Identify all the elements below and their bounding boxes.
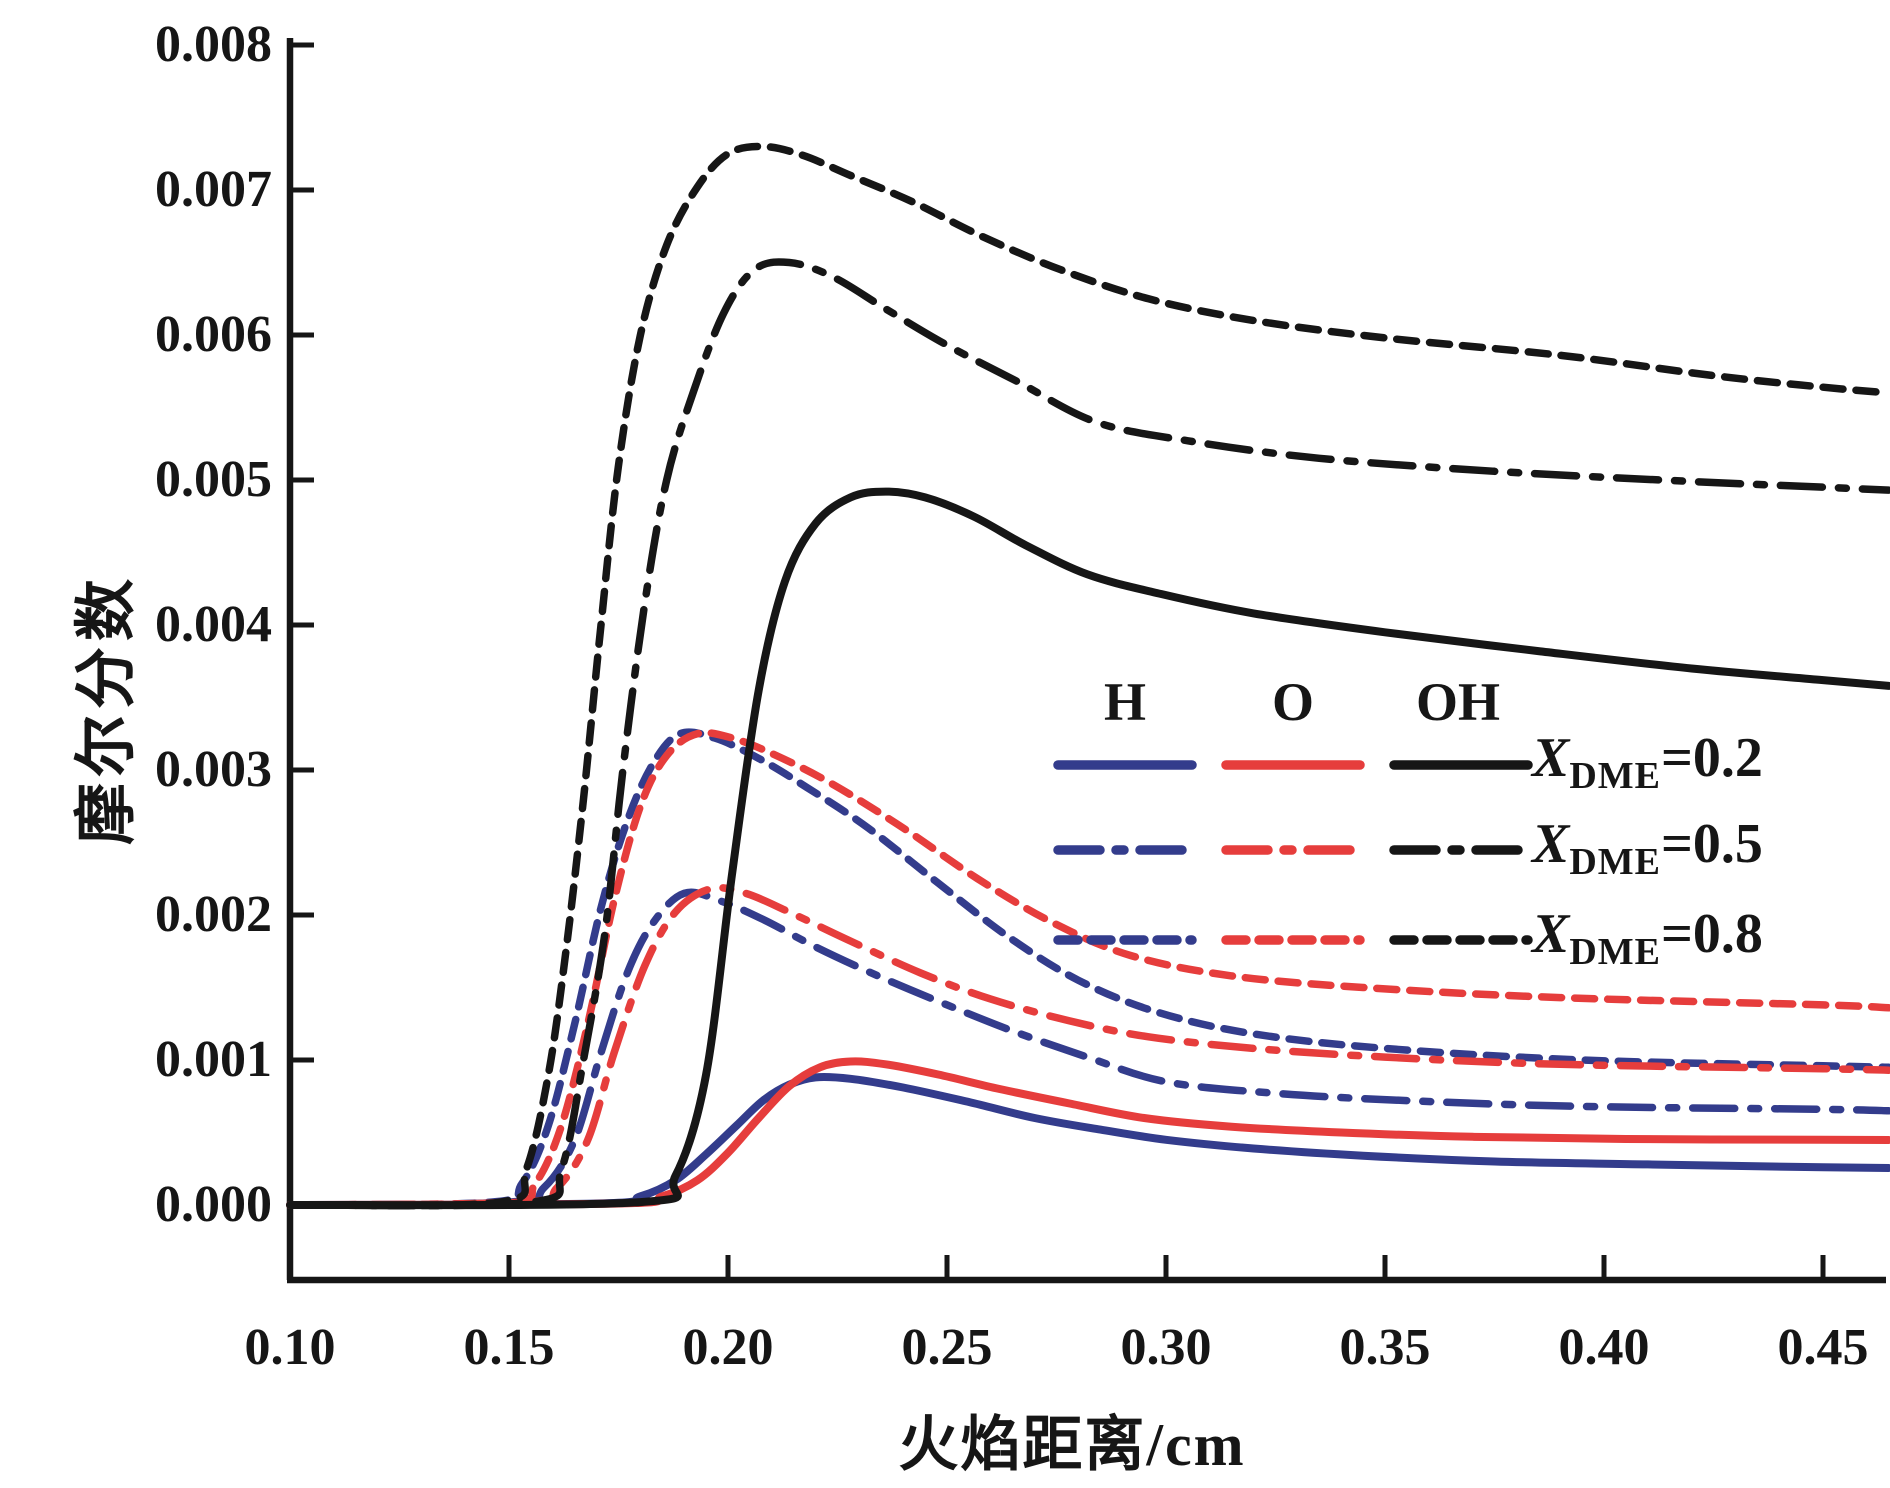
x-axis-tick-label: 0.35 <box>1339 1319 1431 1376</box>
curve-o-xdme-0.5 <box>286 883 1890 1209</box>
curve-oh-xdme-0.8 <box>286 142 1890 1210</box>
legend-label-subscript: DME <box>1569 931 1662 974</box>
curve-o-xdme-0.8 <box>286 728 1890 1209</box>
curve-h-xdme-0.2 <box>286 1072 1890 1209</box>
legend-header-h: H <box>1103 672 1146 732</box>
legend-label-value: =0.2 <box>1661 727 1763 789</box>
y-axis-title: 摩尔分数 <box>73 573 141 846</box>
y-axis-tick-label: 0.006 <box>155 306 272 363</box>
curve-h-xdme-0.5 <box>286 888 1890 1209</box>
legend-label-subscript: DME <box>1569 841 1662 884</box>
curve-h-xdme-0.8 <box>286 728 1890 1209</box>
legend-label-symbol: X <box>1532 727 1570 789</box>
x-axis-tick-label: 0.10 <box>244 1319 336 1376</box>
legend-label-symbol: X <box>1532 903 1570 965</box>
legend-label-xdme-0.8: XDME=0.8 <box>1532 902 1763 980</box>
legend-label-value: =0.8 <box>1661 903 1763 965</box>
legend-header-oh: OH <box>1415 672 1500 732</box>
y-axis-tick-label: 0.000 <box>155 1176 272 1233</box>
x-axis-tick-label: 0.20 <box>682 1319 774 1376</box>
y-axis-tick-label: 0.003 <box>155 741 272 798</box>
x-axis-tick-label: 0.45 <box>1777 1319 1869 1376</box>
legend-label-symbol: X <box>1532 813 1570 875</box>
curve-oh-xdme-0.2 <box>286 487 1890 1210</box>
y-axis-tick-label: 0.008 <box>155 16 272 73</box>
x-axis-title: 火焰距离/cm <box>898 1412 1246 1478</box>
y-axis-tick-label: 0.007 <box>155 161 272 218</box>
curve-oh-xdme-0.5 <box>286 258 1890 1210</box>
x-axis-tick-label: 0.25 <box>901 1319 993 1376</box>
legend-label-subscript: DME <box>1569 755 1662 798</box>
x-axis-tick-label: 0.40 <box>1558 1319 1650 1376</box>
x-axis-tick-label: 0.30 <box>1120 1319 1212 1376</box>
legend-label-value: =0.5 <box>1661 813 1763 875</box>
y-axis-tick-label: 0.004 <box>155 596 272 653</box>
y-axis-tick-label: 0.005 <box>155 451 272 508</box>
curve-o-xdme-0.2 <box>286 1057 1890 1209</box>
y-axis-tick-label: 0.001 <box>155 1031 272 1088</box>
x-axis-tick-label: 0.15 <box>463 1319 555 1376</box>
legend-header-o: O <box>1271 672 1314 732</box>
legend-label-xdme-0.5: XDME=0.5 <box>1532 812 1763 890</box>
y-axis-tick-label: 0.002 <box>155 886 272 943</box>
legend-label-xdme-0.2: XDME=0.2 <box>1532 726 1763 804</box>
